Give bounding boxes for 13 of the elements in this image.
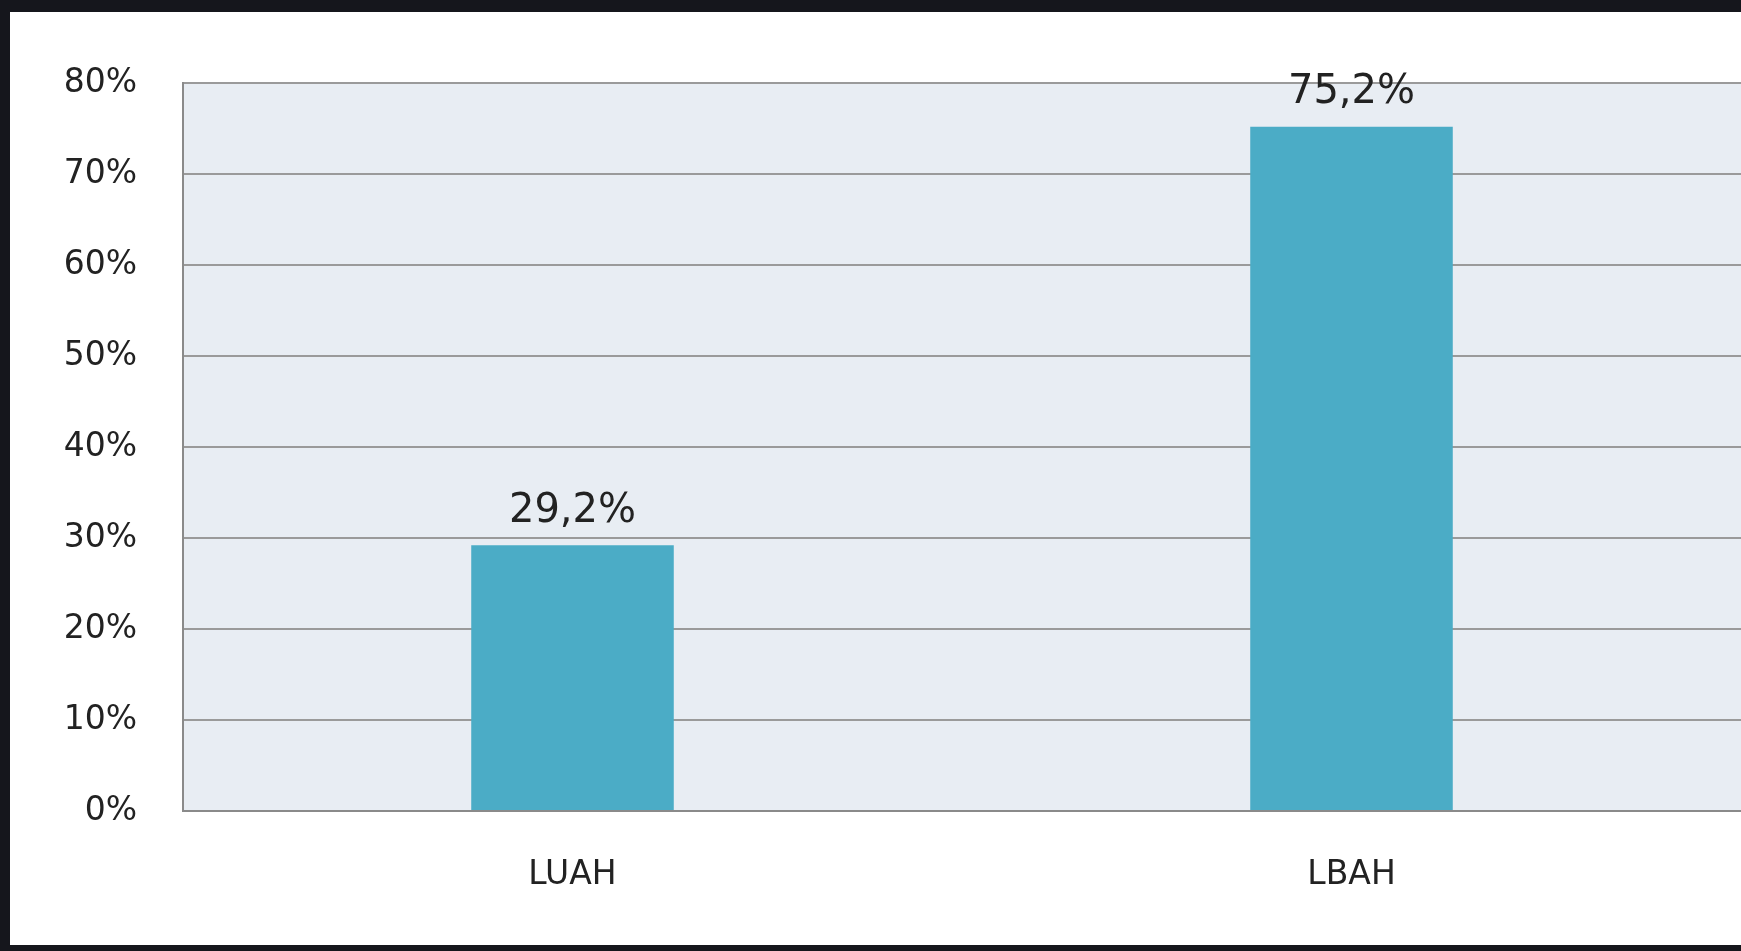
data-label: 75,2% (1287, 66, 1416, 113)
x-tick-label: LBAH (1307, 853, 1396, 893)
y-tick-label: 30% (63, 515, 137, 555)
y-tick-label: 70% (63, 151, 137, 191)
y-tick-label: 50% (63, 333, 137, 373)
y-tick-label: 10% (63, 697, 137, 737)
data-label: 29,2% (508, 484, 637, 531)
y-tick-label: 60% (63, 242, 137, 282)
y-tick-label: 80% (63, 60, 137, 100)
x-tick-label: LUAH (528, 853, 617, 893)
y-tick-label: 40% (63, 424, 137, 464)
y-tick-label: 20% (63, 606, 137, 646)
y-tick-label: 0% (84, 788, 137, 828)
